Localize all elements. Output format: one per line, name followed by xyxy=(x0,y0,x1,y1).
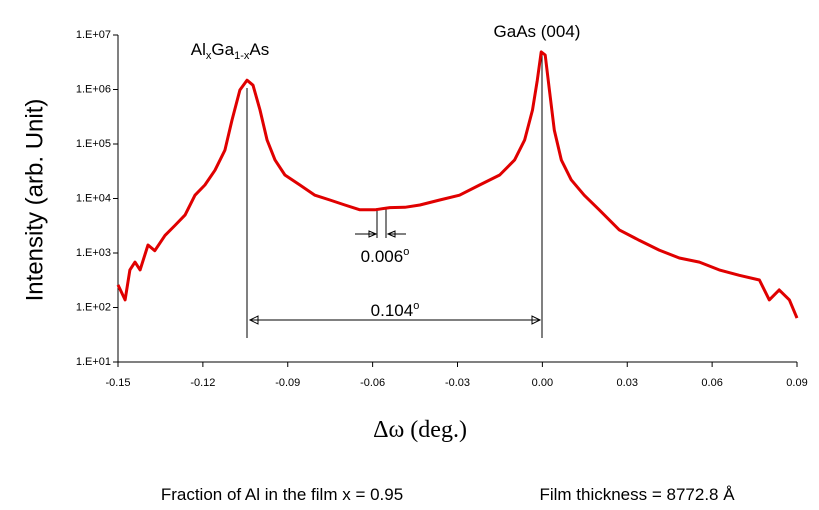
y-tick-label: 1.E+01 xyxy=(76,356,111,368)
dimension-line xyxy=(248,315,542,325)
y-tick-label: 1.E+06 xyxy=(76,83,111,95)
dimension-label: 0.006o xyxy=(361,246,410,266)
x-tick-label: -0.03 xyxy=(445,377,470,389)
y-axis-label: Intensity (arb. Unit) xyxy=(21,99,48,302)
x-tick-label: -0.06 xyxy=(360,377,385,389)
x-tick-label: -0.12 xyxy=(190,377,215,389)
y-tick-label: 1.E+03 xyxy=(76,247,111,259)
peak-label: GaAs (004) xyxy=(494,22,581,41)
x-tick-label: 0.09 xyxy=(786,377,807,389)
x-tick-label: -0.15 xyxy=(105,377,130,389)
y-tick-label: 1.E+07 xyxy=(76,29,111,41)
y-tick-label: 1.E+05 xyxy=(76,138,111,150)
data-line xyxy=(116,50,799,319)
y-tick-label: 1.E+04 xyxy=(76,192,111,204)
x-tick-label: 0.03 xyxy=(617,377,638,389)
dimension-line xyxy=(246,52,543,338)
x-tick-label: 0.06 xyxy=(701,377,722,389)
footer-text: Fraction of Al in the film x = 0.95 xyxy=(161,485,403,504)
dimension-line xyxy=(355,208,406,238)
footer-text: Film thickness = 8772.8 Å xyxy=(539,485,735,504)
y-tick-label: 1.E+02 xyxy=(76,301,111,313)
peak-label: AlxGa1-xAs xyxy=(191,40,269,62)
dimension-line xyxy=(368,230,396,238)
x-axis-label: Δω (deg.) xyxy=(373,417,467,443)
dimension-label: 0.104o xyxy=(371,300,420,320)
x-tick-label: 0.00 xyxy=(532,377,553,389)
x-tick-label: -0.09 xyxy=(275,377,300,389)
